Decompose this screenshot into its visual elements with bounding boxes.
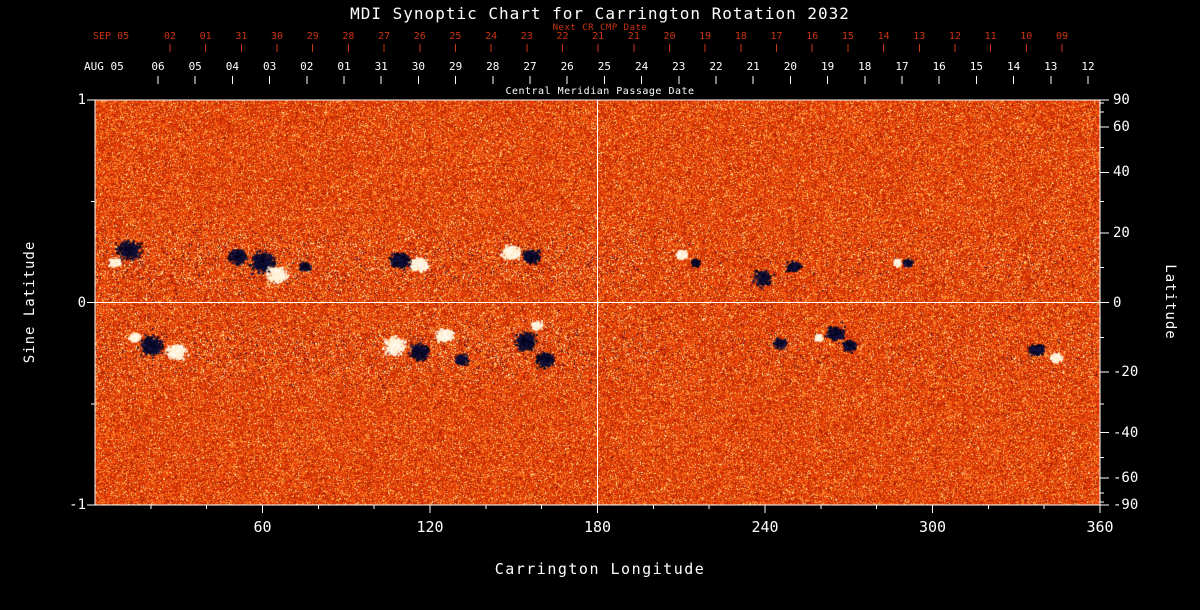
magnetogram-heatmap	[95, 100, 1100, 505]
cmp-date-label: 23	[672, 60, 686, 73]
cmp-date-label: 01	[337, 60, 351, 73]
right-axis-title: Latitude	[1162, 264, 1178, 340]
cmp-date-label: 29	[448, 60, 463, 73]
next-cr-date-label: 16	[806, 31, 819, 42]
next-cr-date-label: 01	[199, 31, 212, 42]
longitude-tick-label: 300	[918, 518, 947, 536]
cmp-date-label: 15	[969, 60, 984, 73]
longitude-tick-label: 240	[751, 518, 779, 536]
cmp-date-label: 03	[262, 60, 277, 73]
sine-latitude-tick-label: -1	[69, 497, 86, 513]
latitude-tick-label: -40	[1113, 424, 1139, 441]
next-cr-date-label: 21	[592, 31, 605, 42]
sine-latitude-tick-label: 1	[77, 92, 86, 108]
next-cr-date-label: 02	[163, 31, 177, 42]
latitude-tick-label: -90	[1113, 497, 1139, 513]
next-cr-date-label: 10	[1020, 31, 1033, 42]
sine-latitude-tick-label: 0	[77, 294, 86, 311]
next-cr-date-label: 27	[378, 31, 391, 42]
left-axis-title: Sine Latitude	[22, 240, 38, 364]
next-cr-date-label: 14	[877, 31, 890, 42]
cmp-date-label: 06	[151, 60, 165, 73]
next-cr-date-label: 31	[235, 31, 248, 42]
cmp-date-label: 28	[486, 60, 500, 73]
next-cr-date-label: 13	[913, 31, 926, 42]
longitude-tick-label: 120	[416, 518, 444, 536]
bottom-axis-title: Carrington Longitude	[494, 560, 706, 578]
next-cr-date-label: 11	[984, 31, 997, 42]
cmp-date-label: 21	[746, 60, 760, 73]
cmp-date-label: 30	[411, 60, 426, 73]
latitude-tick-label: 90	[1113, 92, 1130, 108]
longitude-tick-label: 360	[1086, 518, 1114, 536]
cmp-date-label: 31	[374, 60, 388, 73]
cmp-date-label: 05	[188, 60, 202, 73]
longitude-tick-label: 60	[253, 518, 272, 536]
next-cr-date-label: 29	[306, 31, 319, 42]
cmp-date-label: 18	[858, 60, 872, 73]
next-cr-date-label: 19	[699, 31, 712, 42]
longitude-tick-label: 180	[583, 518, 612, 536]
next-cr-date-label: 18	[734, 31, 747, 42]
cmp-date-label: 17	[895, 60, 909, 73]
cmp-date-label: 14	[1006, 60, 1021, 73]
next-cr-date-label: 24	[485, 31, 498, 42]
cmp-date-label: 25	[597, 60, 612, 73]
cmp-date-label: 12	[1081, 60, 1095, 73]
next-cr-date-label: 12	[948, 31, 961, 42]
cmp-month-label: AUG 05	[84, 60, 124, 73]
chart-title: MDI Synoptic Chart for Carrington Rotati…	[350, 4, 850, 23]
next-cr-date-label: 20	[663, 31, 676, 42]
cmp-date-label: 13	[1044, 60, 1058, 73]
cmp-date-label: 16	[932, 60, 946, 73]
next-cr-date-label: 25	[449, 31, 462, 42]
next-cr-date-label: 17	[770, 31, 783, 42]
latitude-tick-label: -60	[1113, 469, 1139, 486]
cmp-date-label: 26	[560, 60, 574, 73]
cmp-date-label: 19	[820, 60, 835, 73]
cmp-date-label: 22	[709, 60, 723, 73]
next-cr-month-label: SEP 05	[93, 31, 130, 42]
next-cr-cmp-date-label: Next CR CMP Date	[552, 23, 648, 33]
cmp-date-label: 20	[783, 60, 798, 73]
next-cr-date-label: 28	[342, 31, 355, 42]
cmp-date-label: 04	[225, 60, 240, 73]
latitude-tick-label: 0	[1113, 294, 1122, 311]
next-cr-date-label: 23	[520, 31, 533, 42]
next-cr-date-label: 26	[413, 31, 426, 42]
next-cr-date-label: 22	[556, 31, 569, 42]
latitude-tick-label: 20	[1113, 225, 1130, 242]
next-cr-date-label: 09	[1055, 31, 1069, 42]
next-cr-date-label: 15	[841, 31, 854, 42]
top-axis-title: Central Meridian Passage Date	[505, 86, 695, 97]
latitude-tick-label: 60	[1113, 119, 1130, 136]
next-cr-date-label: 30	[271, 31, 284, 42]
next-cr-date-label: 21	[627, 31, 640, 42]
cmp-date-label: 02	[300, 60, 314, 73]
latitude-tick-label: 40	[1113, 164, 1130, 181]
latitude-tick-label: -20	[1113, 363, 1139, 380]
cmp-date-label: 24	[634, 60, 649, 73]
cmp-date-label: 27	[523, 60, 537, 73]
